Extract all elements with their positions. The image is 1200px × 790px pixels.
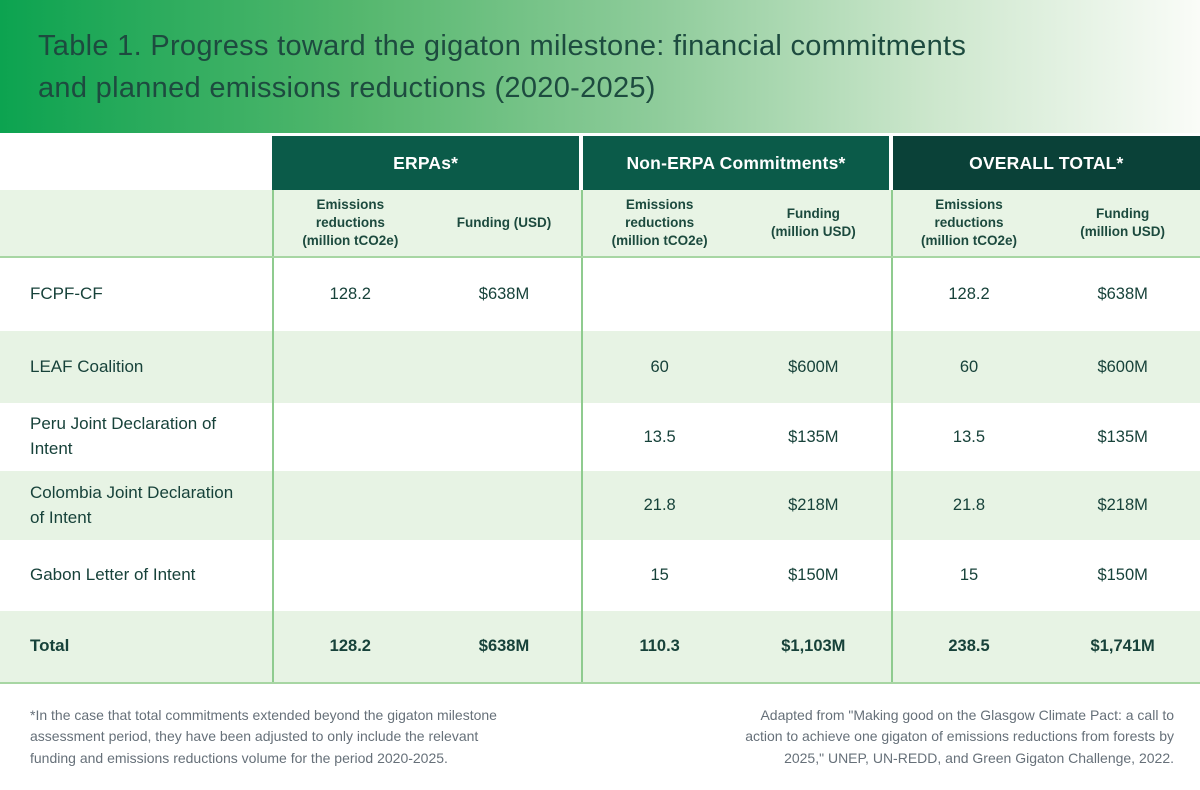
row-label-text: Colombia Joint Declaration of Intent <box>30 482 234 527</box>
subheader-nonerpa-funding: Funding (million USD) <box>770 205 856 239</box>
subheader-nonerpa-emissions: Emissions reductions (million tCO2e) <box>581 190 736 256</box>
column-group-header-row: ERPAs* Non-ERPA Commitments* OVERALL TOT… <box>0 136 1200 190</box>
row-label: Total <box>0 611 272 682</box>
footnotes: *In the case that total commitments exte… <box>0 684 1200 769</box>
cell-overall-emissions: 128.2 <box>890 258 1046 331</box>
table-row-total: Total 128.2 $638M 110.3 $1,103M 238.5 $1… <box>0 611 1200 684</box>
table-row-leaf-coalition: LEAF Coalition 60 $600M 60 $600M <box>0 331 1200 403</box>
cell-overall-funding: $150M <box>1097 566 1148 584</box>
subheader-row: Emissions reductions (million tCO2e) Fun… <box>0 190 1200 258</box>
table-row-colombia-jdi: Colombia Joint Declaration of Intent 21.… <box>0 471 1200 540</box>
table-row-gabon-loi: Gabon Letter of Intent 15 $150M 15 $150M <box>0 540 1200 611</box>
cell-erpa-funding <box>427 331 582 403</box>
table-row-fcpf-cf: FCPF-CF 128.2 $638M 128.2 $638M <box>0 258 1200 331</box>
cell-nonerpa-funding: $150M <box>788 566 839 584</box>
cell-nonerpa-funding: $1,103M <box>781 637 846 655</box>
subheader-erpa-emissions: Emissions reductions (million tCO2e) <box>272 190 427 256</box>
cell-overall-emissions: 60 <box>890 331 1046 403</box>
cell-nonerpa-emissions: 21.8 <box>581 471 736 540</box>
cell-overall-funding: $218M <box>1097 496 1148 514</box>
row-label: Colombia Joint Declaration of Intent <box>0 471 272 540</box>
cell-overall-funding: $135M <box>1097 427 1148 446</box>
cell-overall-emissions: 21.8 <box>890 471 1046 540</box>
row-label: Gabon Letter of Intent <box>0 540 272 611</box>
cell-nonerpa-funding: $135M <box>788 427 839 446</box>
cell-overall-funding: $600M <box>1097 357 1148 376</box>
cell-nonerpa-funding: $600M <box>788 357 839 376</box>
cell-overall-funding: $1,741M <box>1090 637 1155 655</box>
cell-overall-emissions: 15 <box>890 540 1046 611</box>
row-label: Peru Joint Declaration of Intent <box>0 403 272 471</box>
group-header-non-erpa: Non-ERPA Commitments* <box>583 136 889 190</box>
cell-nonerpa-emissions: 13.5 <box>581 403 736 471</box>
row-label: FCPF-CF <box>0 258 272 331</box>
footnote-source: Adapted from "Making good on the Glasgow… <box>745 707 1174 766</box>
row-label-text: Peru Joint Declaration of Intent <box>30 414 217 458</box>
row-label: LEAF Coalition <box>0 331 272 403</box>
group-header-erpas: ERPAs* <box>272 136 580 190</box>
table-row-peru-jdi: Peru Joint Declaration of Intent 13.5 $1… <box>0 403 1200 471</box>
cell-erpa-emissions <box>272 540 427 611</box>
cell-nonerpa-emissions: 60 <box>581 331 736 403</box>
cell-nonerpa-emissions: 15 <box>581 540 736 611</box>
row-label-text: LEAF Coalition <box>30 356 144 376</box>
row-label-text: Gabon Letter of Intent <box>30 565 196 585</box>
cell-nonerpa-emissions: 110.3 <box>581 611 736 682</box>
row-label-text: Total <box>30 636 70 656</box>
cell-erpa-funding <box>427 540 582 611</box>
cell-nonerpa-emissions <box>581 258 736 331</box>
footnote-asterisk: *In the case that total commitments exte… <box>30 707 497 766</box>
subheader-spacer <box>0 190 272 256</box>
subheader-overall-funding: Funding (million USD) <box>1080 205 1166 239</box>
cell-erpa-emissions <box>272 471 427 540</box>
cell-erpa-funding: $638M <box>478 285 530 303</box>
row-label-text: FCPF-CF <box>30 284 103 304</box>
cell-overall-funding: $638M <box>1097 285 1148 303</box>
cell-erpa-funding: $638M <box>478 637 530 655</box>
group-header-overall-total: OVERALL TOTAL* <box>892 136 1200 190</box>
cell-erpa-funding <box>427 471 582 540</box>
cell-overall-emissions: 13.5 <box>890 403 1046 471</box>
cell-overall-emissions: 238.5 <box>890 611 1046 682</box>
cell-erpa-funding <box>427 403 582 471</box>
group-header-spacer <box>0 136 272 190</box>
title-banner: Table 1. Progress toward the gigaton mil… <box>0 0 1200 133</box>
cell-erpa-emissions: 128.2 <box>272 258 427 331</box>
cell-erpa-emissions <box>272 331 427 403</box>
cell-erpa-emissions: 128.2 <box>272 611 427 682</box>
cell-erpa-emissions <box>272 403 427 471</box>
subheader-erpa-funding: Funding (USD) <box>456 214 552 230</box>
cell-nonerpa-funding <box>736 258 891 331</box>
table-title: Table 1. Progress toward the gigaton mil… <box>38 30 967 105</box>
subheader-overall-emissions: Emissions reductions (million tCO2e) <box>890 190 1046 256</box>
cell-nonerpa-funding: $218M <box>788 496 839 514</box>
